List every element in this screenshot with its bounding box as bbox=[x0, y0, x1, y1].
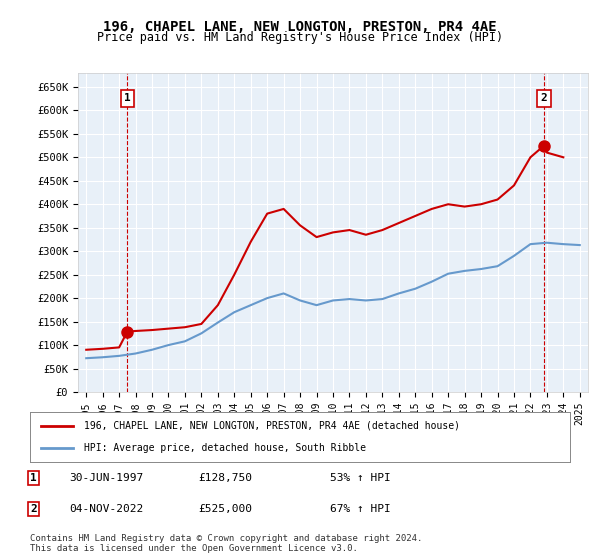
Text: 196, CHAPEL LANE, NEW LONGTON, PRESTON, PR4 4AE: 196, CHAPEL LANE, NEW LONGTON, PRESTON, … bbox=[103, 20, 497, 34]
Text: 30-JUN-1997: 30-JUN-1997 bbox=[69, 473, 143, 483]
Text: 04-NOV-2022: 04-NOV-2022 bbox=[69, 504, 143, 514]
Text: 67% ↑ HPI: 67% ↑ HPI bbox=[330, 504, 391, 514]
Text: Contains HM Land Registry data © Crown copyright and database right 2024.
This d: Contains HM Land Registry data © Crown c… bbox=[30, 534, 422, 553]
Text: HPI: Average price, detached house, South Ribble: HPI: Average price, detached house, Sout… bbox=[84, 443, 366, 453]
Text: £128,750: £128,750 bbox=[198, 473, 252, 483]
Text: 1: 1 bbox=[124, 94, 131, 104]
Text: 2: 2 bbox=[30, 504, 37, 514]
Text: £525,000: £525,000 bbox=[198, 504, 252, 514]
Text: Price paid vs. HM Land Registry's House Price Index (HPI): Price paid vs. HM Land Registry's House … bbox=[97, 31, 503, 44]
Text: 53% ↑ HPI: 53% ↑ HPI bbox=[330, 473, 391, 483]
Text: 1: 1 bbox=[30, 473, 37, 483]
Text: 2: 2 bbox=[541, 94, 547, 104]
Text: 196, CHAPEL LANE, NEW LONGTON, PRESTON, PR4 4AE (detached house): 196, CHAPEL LANE, NEW LONGTON, PRESTON, … bbox=[84, 421, 460, 431]
